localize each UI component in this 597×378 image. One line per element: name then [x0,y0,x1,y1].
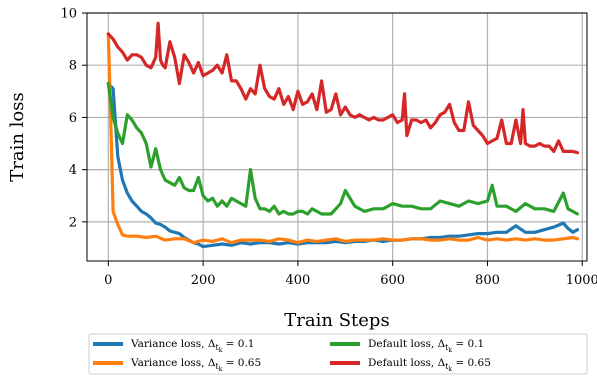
legend-box [88,333,588,375]
legend-label-subsub: k [448,366,452,373]
legend-label-tail: = 0.65 [222,357,261,369]
legend-entry-1: Variance loss, Δtk = 0.65 [130,357,261,373]
y-tick-label: 8 [69,59,77,74]
series-lines [106,21,580,249]
legend-label-sub: t [445,343,449,352]
series-line-3 [106,21,580,155]
legend-label-tail: = 0.1 [222,338,254,350]
legend-label-sub: t [215,362,219,371]
x-tick-label: 200 [191,273,216,288]
x-tick-label: 600 [380,273,405,288]
series-line-2 [106,81,580,216]
y-tick-label: 2 [69,215,77,230]
legend-label-sub: t [215,343,219,352]
legend-label-main: Variance loss, Δ [130,357,216,369]
series-line-1 [106,32,580,245]
legend-label-subsub: k [448,347,452,354]
x-tick-label: 400 [285,273,310,288]
series-line-0 [106,81,580,249]
y-tick-label: 4 [69,163,77,178]
y-tick-label: 6 [69,111,77,126]
x-axis-label: Train Steps [284,310,389,331]
legend-label-main: Default loss, Δ [368,338,446,350]
x-tick-label: 1000 [566,273,597,288]
legend-label-main: Default loss, Δ [368,357,446,369]
legend-label-main: Variance loss, Δ [130,338,216,350]
x-tick-label: 0 [104,273,112,288]
legend-label-subsub: k [219,366,223,373]
y-axis-label: Train loss [7,92,28,181]
legend-label-subsub: k [219,347,223,354]
legend-label-sub: t [445,362,449,371]
y-tick-label: 10 [60,7,77,22]
legend-entry-0: Variance loss, Δtk = 0.1 [130,338,254,354]
x-tick-label: 800 [475,273,500,288]
legend-entry-3: Default loss, Δtk = 0.65 [368,357,491,373]
legend-entry-2: Default loss, Δtk = 0.1 [368,338,484,354]
axis-ticks: 0 200 400 600 800 1000 2 4 6 8 10 [60,7,597,289]
legend-label-tail: = 0.1 [452,338,484,350]
legend-label-tail: = 0.65 [452,357,491,369]
plot-frame [86,12,588,262]
